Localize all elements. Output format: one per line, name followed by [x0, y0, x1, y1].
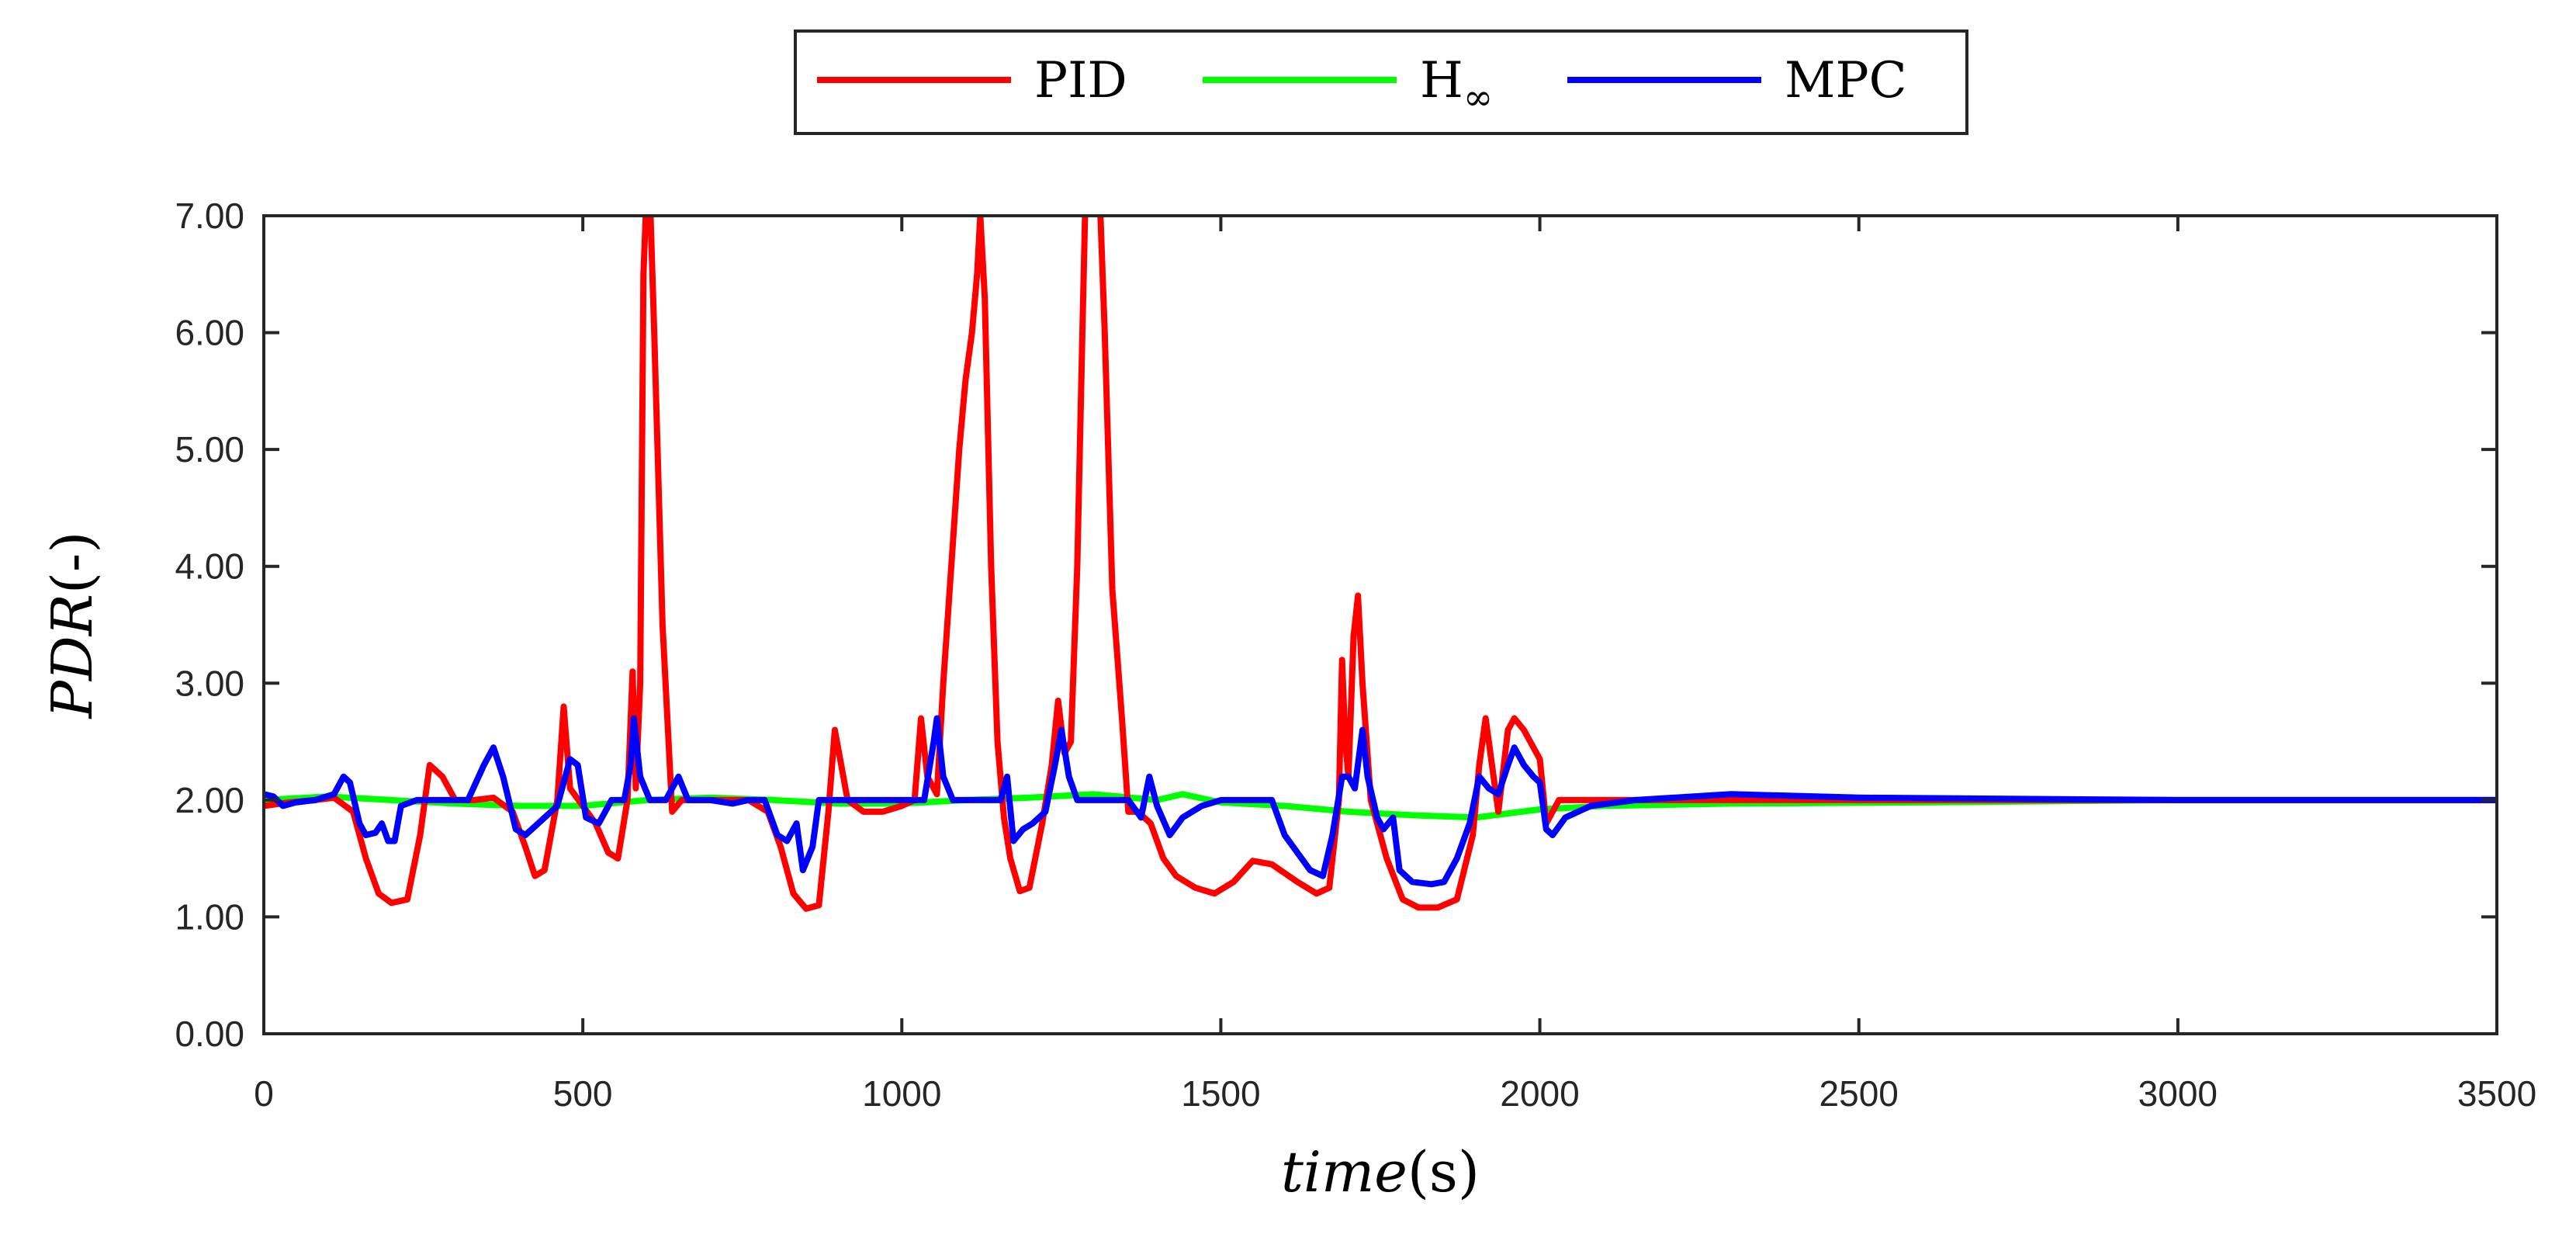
x-tick-label: 2500 — [1819, 1073, 1899, 1114]
y-axis-title: PDR(-) — [40, 532, 105, 720]
x-tick-label: 1000 — [862, 1073, 941, 1114]
y-tick-label: 4.00 — [175, 546, 244, 587]
axes-frame — [262, 214, 2498, 1035]
legend-label-mpc: MPC — [1785, 52, 1907, 109]
y-tick-label: 3.00 — [175, 663, 244, 703]
x-axis-title: time(s) — [1281, 1139, 1480, 1205]
x-tick-label: 2000 — [1500, 1073, 1579, 1114]
series-line-mpc — [264, 715, 2497, 888]
x-axis-ticks: 0 500 1000 1500 2000 2500 3000 3500 — [254, 216, 2536, 1114]
x-tick-label: 0 — [254, 1073, 274, 1114]
y-axis-ticks: 0.00 1.00 2.00 3.00 4.00 5.00 6.00 7.00 — [175, 196, 2497, 1054]
y-tick-label: 1.00 — [175, 896, 244, 937]
legend: PID H∞ MPC — [794, 29, 1968, 135]
y-axis-title-var: PDR — [40, 594, 105, 719]
y-tick-label: 2.00 — [175, 780, 244, 820]
plot-area — [264, 216, 2497, 1034]
y-tick-label: 0.00 — [175, 1014, 244, 1054]
x-tick-label: 3500 — [2457, 1073, 2536, 1114]
x-tick-label: 1500 — [1181, 1073, 1260, 1114]
series-line-pid — [264, 216, 2497, 912]
x-tick-label: 500 — [553, 1073, 613, 1114]
y-axis-title-unit: (-) — [40, 532, 105, 594]
x-tick-label: 3000 — [2138, 1073, 2218, 1114]
x-axis-title-var: time — [1281, 1139, 1407, 1205]
legend-label-hinf-subscript: ∞ — [1463, 76, 1493, 118]
y-tick-label: 7.00 — [175, 196, 244, 236]
legend-label-pid: PID — [1034, 52, 1127, 109]
y-tick-label: 6.00 — [175, 313, 244, 353]
legend-label-hinf-main: H — [1420, 52, 1463, 109]
y-tick-label: 5.00 — [175, 429, 244, 470]
x-axis-title-unit: (s) — [1407, 1139, 1480, 1205]
legend-label-hinf: H∞ — [1420, 52, 1493, 118]
series-layer — [264, 216, 2497, 912]
